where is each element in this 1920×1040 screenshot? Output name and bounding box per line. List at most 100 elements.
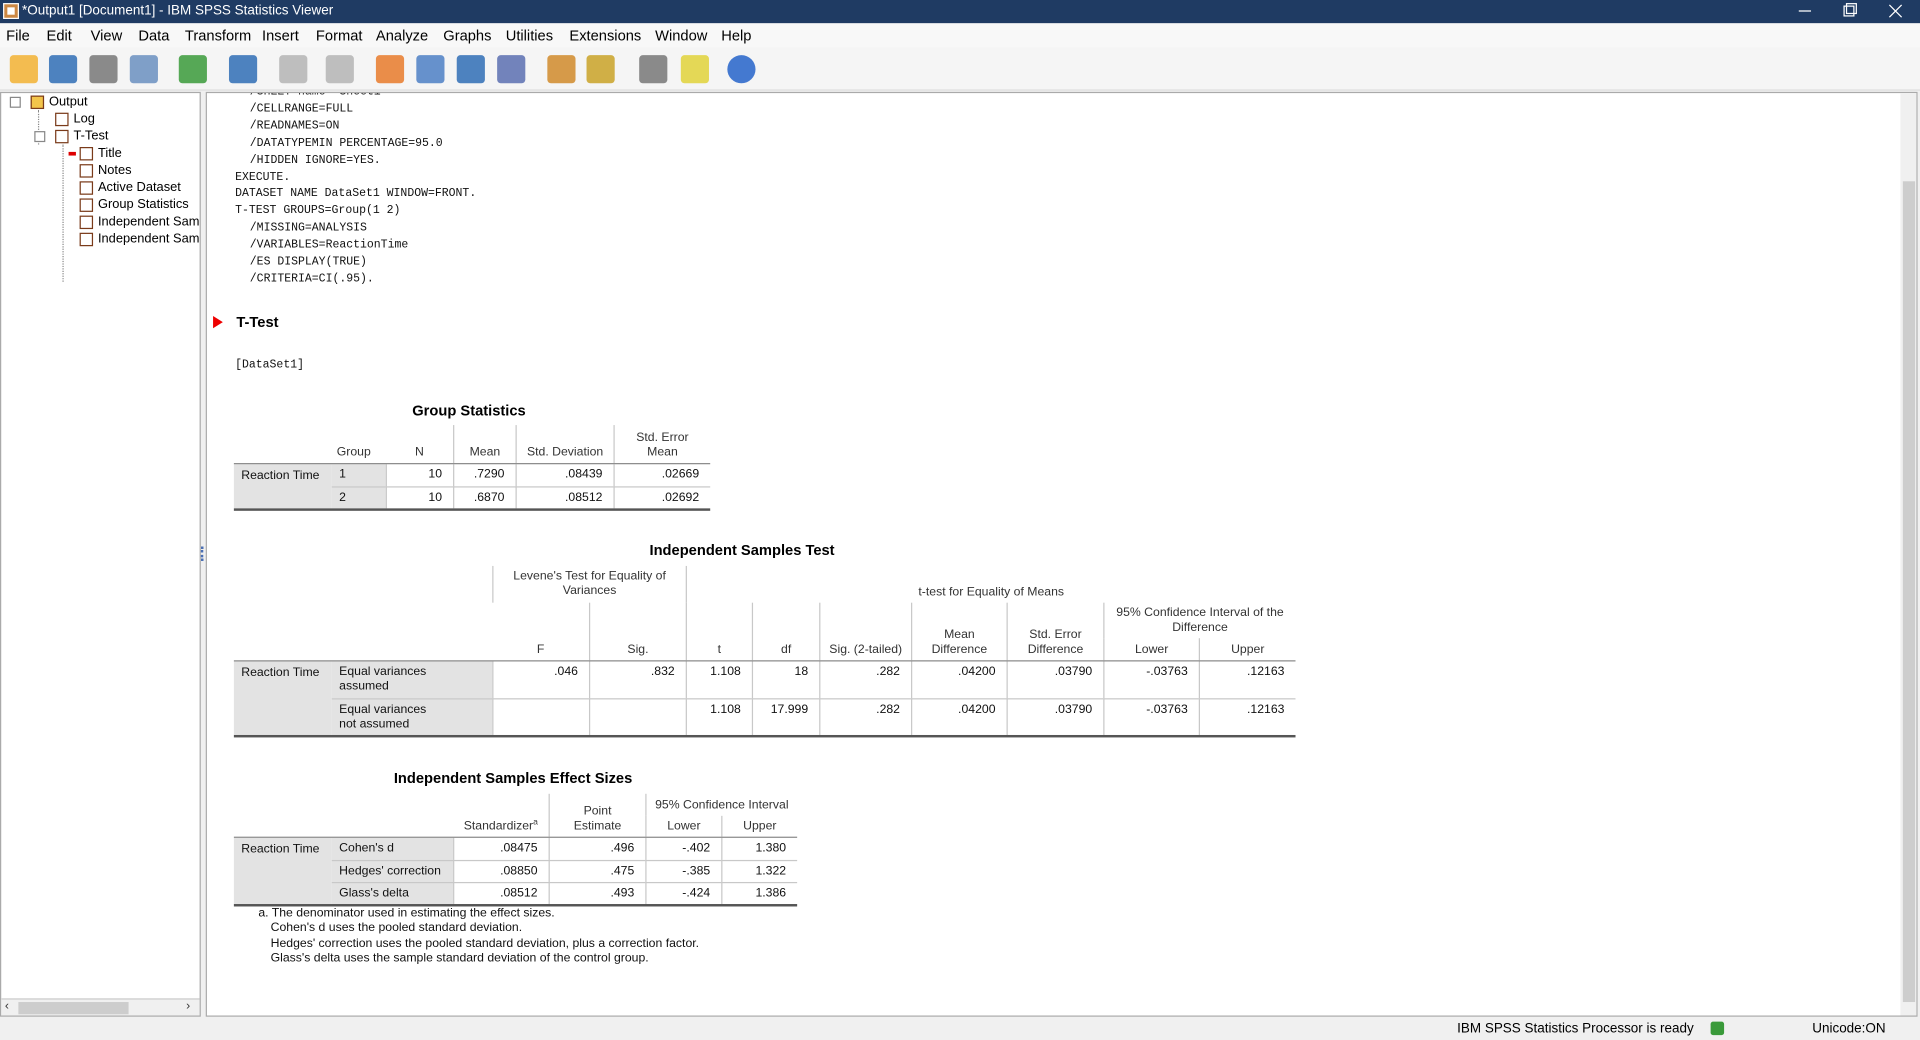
window-title: *Output1 [Document1] - IBM SPSS Statisti…	[22, 3, 334, 19]
content-pane: /SHEET=name 'Sheet1' /CELLRANGE=FULL/READ…	[205, 91, 1918, 1017]
tree-item[interactable]: Notes	[97, 162, 132, 178]
table-cell: .08475	[453, 837, 549, 860]
menu-item[interactable]: Help	[721, 26, 752, 45]
toolbar-button[interactable]	[89, 55, 118, 84]
status-text: IBM SPSS Statistics Processor is ready	[1457, 1021, 1694, 1037]
title-bar: *Output1 [Document1] - IBM SPSS Statisti…	[0, 0, 1920, 24]
toolbar-button[interactable]	[456, 55, 485, 84]
cell-text: 1.380	[755, 841, 787, 856]
menu-item[interactable]: Window	[655, 26, 708, 45]
table-rule	[233, 734, 1296, 737]
v-scrollbar[interactable]	[1900, 93, 1917, 1016]
cell-text: 18	[794, 665, 809, 679]
table-cell: .046	[492, 661, 589, 699]
cell-text: F	[536, 643, 545, 657]
row-header-text: Hedges' correction	[339, 864, 441, 879]
menu-item[interactable]: File	[6, 26, 30, 45]
table-cell: -.03763	[1103, 698, 1199, 735]
cell-text: Levene's Test for Equality of Variances	[513, 569, 666, 598]
table-cell: 1.322	[721, 859, 798, 882]
row-header: Hedges' correction	[331, 859, 454, 882]
table-cell: -.385	[645, 859, 722, 882]
row-header-text: Equal variances not assumed	[339, 703, 427, 732]
table-cell: .04200	[911, 698, 1007, 735]
toolbar-button[interactable]	[547, 55, 576, 84]
toolbar-button[interactable]	[680, 55, 709, 84]
cell-text: .08512	[564, 491, 603, 505]
footnote: Glass's delta uses the sample standard d…	[270, 952, 649, 966]
menu-item[interactable]: Graphs	[443, 26, 492, 45]
tree-item[interactable]: Independent Sam	[97, 214, 200, 230]
column-header: Group	[332, 425, 386, 463]
toolbar-button[interactable]	[639, 55, 668, 84]
scroll-thumb[interactable]	[1902, 181, 1916, 1003]
menu-item[interactable]: View	[90, 26, 123, 45]
menu-item[interactable]: Format	[315, 26, 363, 45]
menu-item[interactable]: Extensions	[569, 26, 642, 45]
column-header: N	[386, 425, 453, 463]
table-cell: .08512	[453, 881, 549, 905]
cell-text: 95% Confidence Interval	[655, 798, 789, 813]
table-cell: .7290	[453, 464, 515, 487]
syntax-line: /DATATYPEMIN PERCENTAGE=95.0	[249, 135, 443, 150]
column-header: t	[685, 602, 752, 661]
window-controls[interactable]	[1788, 0, 1920, 23]
tree-item[interactable]: Output	[48, 94, 88, 110]
cell-text: Upper	[1231, 643, 1265, 657]
cell-text: .02692	[661, 491, 700, 505]
table-rule	[233, 660, 1296, 662]
menu-item[interactable]: Utilities	[505, 26, 554, 45]
scroll-right[interactable]: ›	[186, 999, 191, 1014]
toolbar-button[interactable]	[325, 55, 354, 84]
tree-item[interactable]: Group Statistics	[97, 197, 189, 212]
toolbar-button[interactable]	[279, 55, 308, 84]
toolbar-button[interactable]	[497, 55, 526, 84]
h-scrollbar[interactable]: ‹ ›	[1, 998, 200, 1016]
toolbar-button[interactable]	[416, 55, 445, 84]
tree-icon	[79, 164, 94, 178]
toolbar-button[interactable]	[228, 55, 258, 84]
column-header: Lower	[645, 815, 721, 837]
table-cell: .6870	[453, 486, 516, 509]
row-header-text: Cohen's d	[339, 841, 394, 856]
menu-item[interactable]: Transform	[184, 26, 252, 45]
tree-item[interactable]: Log	[73, 111, 95, 127]
tree-item[interactable]: Active Dataset	[97, 180, 181, 195]
syntax-line: /HIDDEN IGNORE=YES.	[249, 152, 381, 167]
toolbar-button[interactable]	[375, 55, 405, 84]
row-label: Reaction Time	[233, 661, 332, 735]
menu-item[interactable]: Analyze	[375, 26, 429, 45]
menu-item[interactable]: Data	[138, 26, 170, 45]
table-cell: 1.380	[721, 837, 797, 860]
cell-text: Upper	[743, 819, 777, 833]
menu-item[interactable]: Edit	[46, 26, 72, 45]
scroll-thumb[interactable]	[18, 1002, 129, 1015]
row-label: Reaction Time	[233, 464, 332, 509]
cell-text: 10	[428, 467, 443, 482]
toolbar-button[interactable]	[48, 55, 78, 84]
toolbar-button[interactable]	[586, 55, 615, 84]
tree-expander	[34, 131, 46, 143]
table-cell: .03790	[1006, 698, 1104, 735]
cell-text: Lower	[667, 819, 701, 833]
splitter[interactable]	[200, 546, 205, 562]
toolbar-button[interactable]	[9, 55, 38, 84]
tree-item[interactable]: Independent Sam	[97, 231, 200, 247]
table-cell: 10	[385, 486, 454, 509]
scroll-left[interactable]: ‹	[4, 999, 9, 1014]
tree-item[interactable]: Title	[97, 145, 122, 161]
cell-text: .03790	[1054, 703, 1093, 717]
syntax-line: /MISSING=ANALYSIS	[249, 220, 367, 235]
cell-text: .08850	[500, 864, 538, 879]
toolbar-button[interactable]	[178, 55, 207, 84]
tree-line	[62, 144, 64, 282]
column-header: Lower	[1103, 638, 1199, 661]
menu-item[interactable]: Insert	[262, 26, 299, 45]
toolbar-button[interactable]	[727, 55, 756, 84]
table-cell: .832	[588, 661, 686, 699]
cell-text: Standardizera	[463, 817, 538, 833]
tree-item[interactable]: T-Test	[73, 128, 109, 144]
cell-text: .282	[876, 665, 901, 679]
toolbar-button[interactable]	[129, 55, 158, 84]
